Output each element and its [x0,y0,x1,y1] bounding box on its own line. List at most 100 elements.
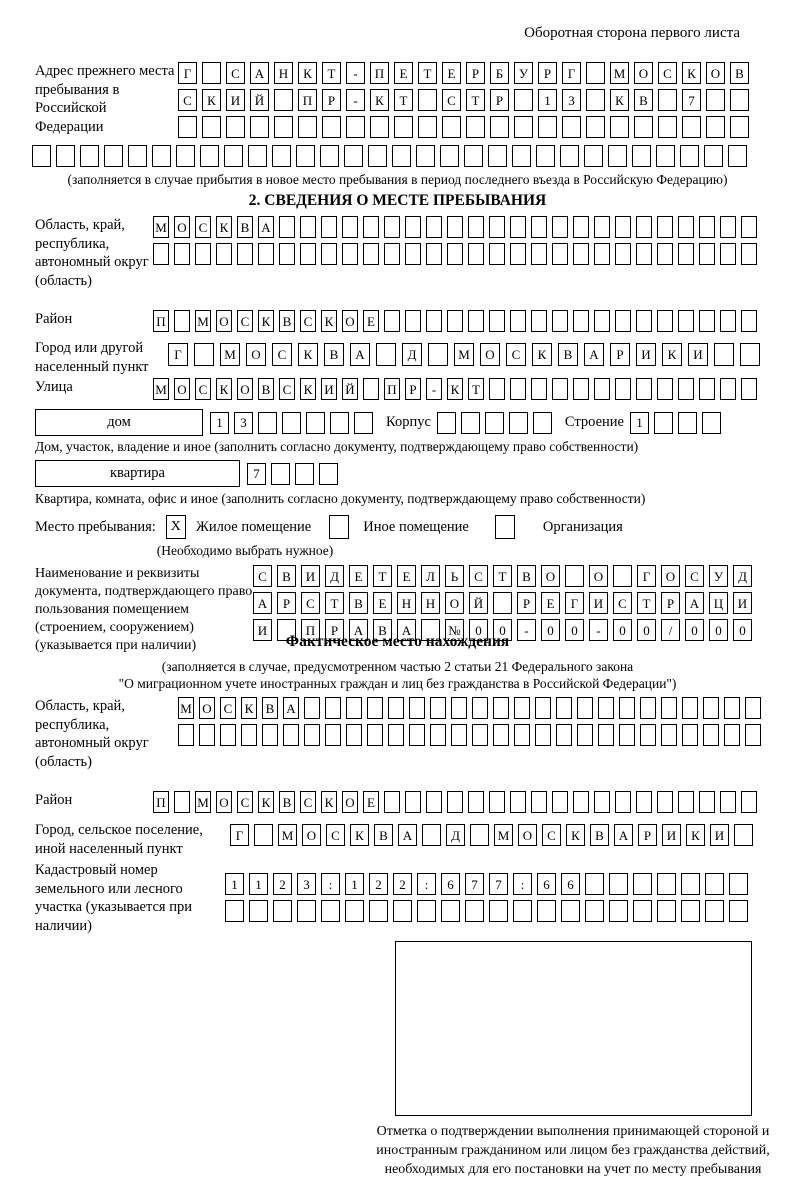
char-box[interactable] [489,900,508,922]
char-box[interactable]: А [584,343,604,366]
region-row-2[interactable] [153,243,762,265]
char-box[interactable] [531,216,547,238]
char-box[interactable] [342,216,358,238]
char-box[interactable] [609,900,628,922]
char-box[interactable] [447,791,463,813]
char-box[interactable]: С [442,89,461,111]
char-box[interactable]: С [301,592,320,614]
char-box[interactable] [741,243,757,265]
char-box[interactable] [409,697,425,719]
char-box[interactable] [152,145,171,167]
char-box[interactable] [447,216,463,238]
char-box[interactable] [573,243,589,265]
char-box[interactable]: Д [733,565,752,587]
char-box[interactable] [741,791,757,813]
char-box[interactable] [594,216,610,238]
char-box[interactable] [615,216,631,238]
char-box[interactable] [745,724,761,746]
char-box[interactable]: А [398,824,417,846]
char-box[interactable] [363,378,379,400]
char-box[interactable] [678,378,694,400]
char-box[interactable] [531,791,547,813]
char-box[interactable] [436,411,456,434]
char-box[interactable] [472,724,488,746]
char-box[interactable]: № [445,619,464,641]
char-box[interactable]: Р [538,62,557,84]
char-box[interactable] [370,116,389,138]
char-box[interactable]: С [300,791,316,813]
char-box[interactable] [657,216,673,238]
char-box[interactable]: Т [637,592,656,614]
char-box[interactable]: 0 [685,619,704,641]
char-box[interactable] [619,724,635,746]
char-box[interactable] [216,243,232,265]
char-box[interactable] [724,697,740,719]
char-box[interactable] [298,116,317,138]
char-box[interactable]: М [610,62,629,84]
char-box[interactable] [699,243,715,265]
char-box[interactable] [490,116,509,138]
char-box[interactable] [552,216,568,238]
char-box[interactable] [538,116,557,138]
char-box[interactable]: К [202,89,221,111]
char-box[interactable] [678,243,694,265]
char-box[interactable] [552,310,568,332]
char-box[interactable]: 3 [234,411,253,434]
char-box[interactable] [271,462,290,485]
char-box[interactable]: И [688,343,708,366]
char-box[interactable] [577,724,593,746]
char-box[interactable] [346,724,362,746]
char-box[interactable]: С [326,824,345,846]
char-box[interactable] [657,243,673,265]
char-box[interactable]: П [153,791,169,813]
char-box[interactable]: - [346,62,365,84]
char-box[interactable] [636,216,652,238]
char-box[interactable] [657,378,673,400]
char-box[interactable] [321,216,337,238]
char-box[interactable] [225,900,244,922]
char-box[interactable]: К [300,378,316,400]
char-box[interactable]: 0 [565,619,584,641]
char-box[interactable] [422,824,441,846]
char-box[interactable] [678,310,694,332]
char-box[interactable]: М [178,697,194,719]
char-box[interactable] [273,900,292,922]
char-box[interactable]: 0 [709,619,728,641]
char-box[interactable] [633,873,652,895]
char-box[interactable] [430,724,446,746]
char-box[interactable]: Т [468,378,484,400]
char-box[interactable] [634,116,653,138]
char-box[interactable] [714,343,734,366]
char-box[interactable] [514,697,530,719]
char-box[interactable] [706,89,725,111]
char-box[interactable] [615,243,631,265]
char-box[interactable]: Т [394,89,413,111]
char-box[interactable] [741,310,757,332]
char-box[interactable] [658,116,677,138]
char-box[interactable] [178,116,197,138]
char-box[interactable] [656,145,675,167]
char-box[interactable]: О [518,824,537,846]
char-box[interactable]: Й [250,89,269,111]
char-box[interactable] [682,724,698,746]
char-box[interactable] [409,724,425,746]
char-box[interactable]: Е [394,62,413,84]
char-box[interactable]: В [373,619,392,641]
char-box[interactable] [586,116,605,138]
char-box[interactable]: 6 [537,873,556,895]
char-box[interactable]: И [636,343,656,366]
char-box[interactable] [384,791,400,813]
char-box[interactable] [636,378,652,400]
char-box[interactable] [330,411,349,434]
char-box[interactable] [633,900,652,922]
char-box[interactable]: В [277,565,296,587]
char-box[interactable] [681,900,700,922]
char-box[interactable] [699,310,715,332]
char-box[interactable] [342,243,358,265]
char-box[interactable] [363,243,379,265]
char-box[interactable] [376,343,396,366]
char-box[interactable]: Т [373,565,392,587]
char-box[interactable] [586,89,605,111]
char-box[interactable] [430,697,446,719]
